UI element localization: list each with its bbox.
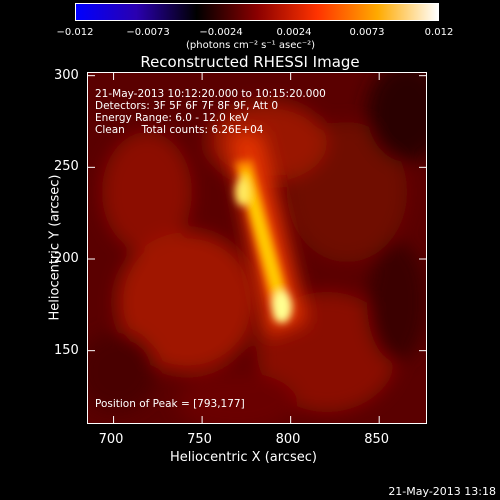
x-tick-label: 800 [275,432,301,447]
annotation-clean: Clean Total counts: 6.26E+04 [95,124,264,136]
chart-title: Reconstructed RHESSI Image [140,53,360,71]
y-tick-label: 300 [54,67,79,83]
annotation-peak: Position of Peak = [793,177] [95,398,245,410]
y-axis-ticks [87,75,427,352]
x-tick-label: 750 [187,432,212,447]
x-tick-label: 850 [364,432,390,447]
colorbar-tick: −0.0073 [126,27,170,38]
timestamp-footer: 21-May-2013 13:18 [388,485,496,498]
annotation-energy: Energy Range: 6.0 - 12.0 keV [95,112,249,124]
y-tick-label: 250 [54,159,79,175]
x-axis-ticks [113,72,380,424]
y-tick-label: 150 [54,342,79,358]
heatmap-source-core [235,160,292,323]
heatmap-diffuse-emission [87,72,427,424]
colorbar-tick: 0.012 [424,27,454,38]
annotation-date: 21-May-2013 10:12:20.000 to 10:15:20.000 [95,88,326,100]
colorbar-unit: (photons cm⁻² s⁻¹ asec⁻²) [186,40,316,51]
heatmap-plot [87,72,427,424]
colorbar-tick: 0.0024 [276,27,312,38]
y-tick-label: 200 [54,251,79,266]
x-axis-label: Heliocentric X (arcsec) [170,450,317,465]
plot-frame [87,72,427,424]
colorbar-tick: −0.0024 [199,27,243,38]
x-tick-label: 700 [98,432,124,447]
annotation-detectors: Detectors: 3F 5F 6F 7F 8F 9F, Att 0 [95,100,279,112]
colorbar-tick: 0.0073 [349,27,385,38]
colorbar [75,3,439,21]
colorbar-tick: −0.012 [56,27,94,38]
